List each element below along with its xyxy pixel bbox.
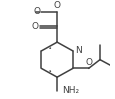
Text: O: O — [31, 22, 38, 31]
Text: O: O — [84, 58, 91, 67]
Text: O: O — [53, 1, 60, 10]
Text: NH₂: NH₂ — [61, 86, 78, 95]
Text: N: N — [74, 46, 81, 55]
Text: O: O — [33, 7, 40, 16]
